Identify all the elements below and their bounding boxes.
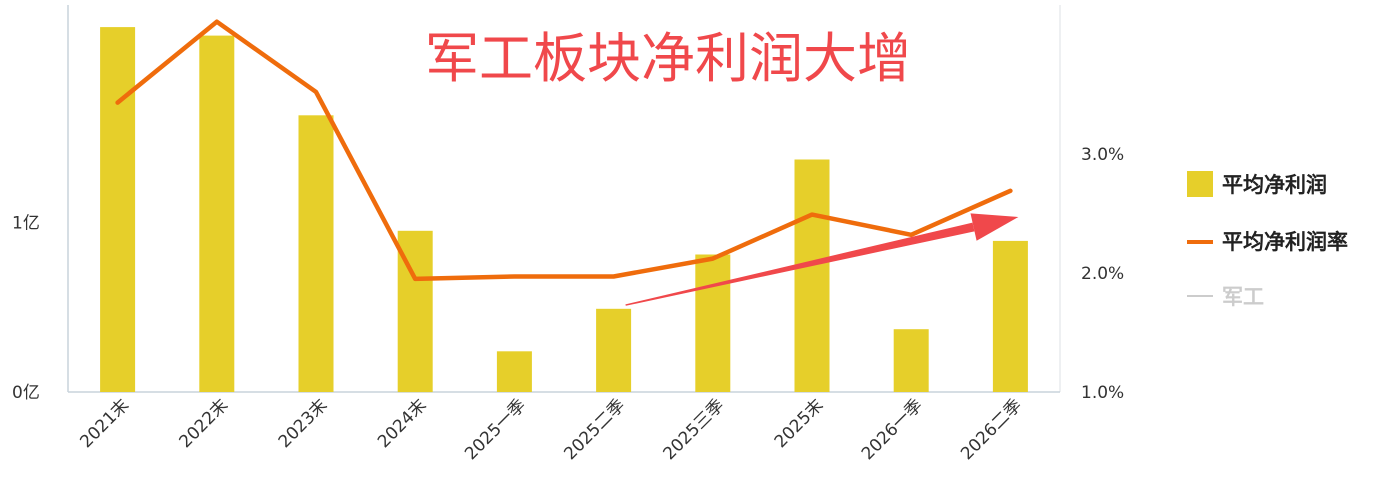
right-axis-ticks: 1.0% 2.0% 3.0%: [1081, 145, 1124, 403]
bar-series: [100, 27, 1028, 393]
profit-margin-line: [115, 19, 1013, 282]
legend-swatch-net-profit: [1187, 171, 1213, 197]
bar-2: [298, 115, 334, 393]
x-tick-label-6: 2025三季: [660, 395, 729, 464]
x-tick-label-8: 2026一季: [858, 395, 927, 464]
x-axis-ticks: 2021末 2022末 2023末 2024末 2025一季 2025二季 2025三季 20…: [76, 395, 1026, 464]
line-series: [115, 19, 1013, 282]
legend-label-military: 军工: [1222, 285, 1264, 309]
bar-4: [496, 351, 532, 392]
bar-8: [893, 329, 929, 392]
trend-arrow-head: [970, 213, 1019, 241]
left-tick-label-0: 0亿: [12, 383, 40, 403]
bar-5: [596, 308, 632, 392]
bar-0: [100, 27, 136, 392]
x-tick-label-5: 2025二季: [560, 395, 629, 464]
legend-label-profit-margin: 平均净利润率: [1222, 230, 1348, 254]
bar-1: [199, 35, 235, 392]
x-tick-label-9: 2026二季: [957, 395, 1026, 464]
x-tick-label-1: 2022末: [176, 395, 233, 452]
x-tick-label-7: 2025末: [771, 395, 828, 452]
bar-7: [794, 159, 830, 392]
bar-9: [992, 240, 1028, 392]
x-tick-label-4: 2025一季: [461, 395, 530, 464]
left-tick-label-1: 1亿: [12, 213, 40, 233]
trend-arrow: [625, 213, 1019, 306]
legend: 平均净利润 平均净利润率 军工: [1187, 171, 1348, 309]
x-tick-label-3: 2024末: [374, 395, 431, 452]
right-tick-label-0: 1.0%: [1081, 383, 1124, 403]
bar-6: [695, 254, 731, 392]
right-tick-label-1: 2.0%: [1081, 264, 1124, 284]
legend-label-net-profit: 平均净利润: [1222, 173, 1327, 197]
x-tick-label-2: 2023末: [275, 395, 332, 452]
x-tick-label-0: 2021末: [76, 395, 133, 452]
trend-arrow-shaft: [625, 222, 975, 306]
right-tick-label-2: 3.0%: [1081, 145, 1124, 165]
chart-title: 军工板块净利润大增: [425, 27, 911, 90]
left-axis-ticks: 0亿 1亿: [12, 213, 40, 403]
